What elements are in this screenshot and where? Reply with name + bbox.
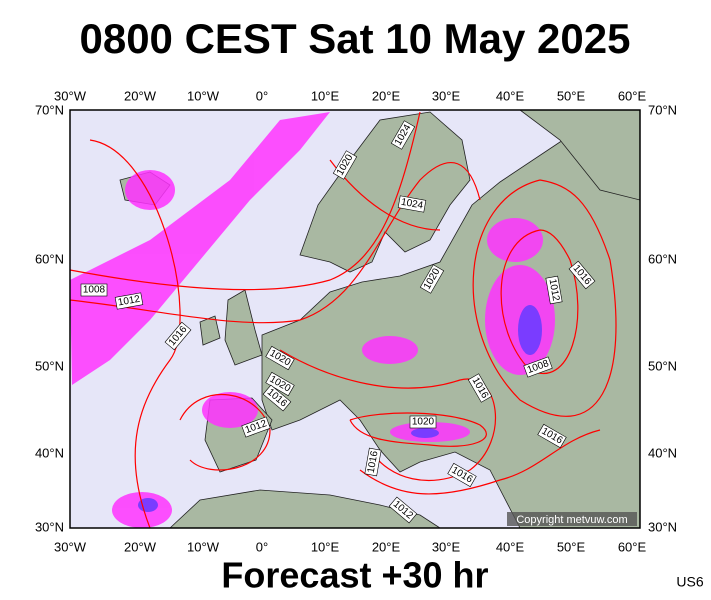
longitude-label: 10°W [187,88,220,103]
isobar-label-text: 1012 [547,278,562,302]
isobar-label-text: 1012 [117,294,141,309]
isobar-label: 1008 [80,283,108,297]
longitude-label: 20°W [124,88,157,103]
isobar-label: 1020 [409,415,437,429]
title: 0800 CEST Sat 10 May 2025 [79,15,630,62]
longitude-label: 0° [256,88,268,103]
longitude-label: 50°E [557,88,586,103]
longitude-label: 40°E [496,539,525,554]
isobar-label-text: 1008 [83,285,106,296]
longitude-label: 10°W [187,539,220,554]
longitude-label: 30°W [54,539,87,554]
isobar-label-box [364,447,382,477]
longitude-label: 20°W [124,539,157,554]
footer: Forecast +30 hr [221,555,488,596]
isobar-label: 1016 [364,447,382,477]
isobar-label-box [409,415,437,429]
longitude-label: 30°E [432,539,461,554]
longitude-label: 10°E [311,88,340,103]
isobar-label-text: 1016 [366,450,381,474]
isobar-label-box [419,264,445,294]
copyright-box [507,512,637,526]
longitude-label: 20°E [372,539,401,554]
longitude-label: 20°E [372,88,401,103]
latitude-label: 50°N [648,358,677,373]
isobar-label-text: 1020 [412,417,435,428]
latitude-label: 40°N [35,445,64,460]
latitude-label: 70°N [35,102,64,117]
longitude-label: 40°E [496,88,525,103]
latitude-label: 60°N [648,251,677,266]
isobar-label-box [388,496,418,524]
isobar-label-box [332,150,358,180]
longitude-label: 10°E [311,539,340,554]
isobar-label-text: 1024 [400,197,424,212]
latitude-label: 30°N [648,519,677,534]
isobar-label-box [467,373,493,403]
longitude-label: 30°W [54,88,87,103]
isobar-label-box [523,356,553,378]
isobar-label-box [262,384,292,412]
isobar-label-box [447,462,477,488]
isobar-label-box [265,345,295,371]
isobar-label-box [241,416,271,438]
isobar-label-box [397,195,427,213]
latitude-label: 50°N [35,358,64,373]
latitude-label: 70°N [648,102,677,117]
isobar-label-box [545,275,563,305]
copyright: Copyright metvuw.com [516,514,627,526]
longitude-label: 60°E [618,539,647,554]
isobar-label-box [164,321,192,351]
isobar-label: 1024 [397,195,427,213]
latitude-label: 40°N [648,445,677,460]
isobar-label-box [80,283,108,297]
isobars [69,111,617,529]
longitude-label: 30°E [432,88,461,103]
longitude-label: 50°E [557,539,586,554]
isobar-label-box [537,423,567,449]
model-code: US6 [676,574,703,590]
longitude-label: 0° [256,539,268,554]
map-frame [69,109,641,529]
isobar-label: 1012 [545,275,563,305]
isobar-label-box [114,292,144,310]
isobar-label-box [265,371,295,397]
latitude-label: 60°N [35,251,64,266]
latitude-label: 30°N [35,519,64,534]
isobar-label-box [390,120,416,150]
longitude-label: 60°E [618,88,647,103]
isobar-label: 1012 [114,292,144,310]
isobar-label-box [568,260,596,290]
